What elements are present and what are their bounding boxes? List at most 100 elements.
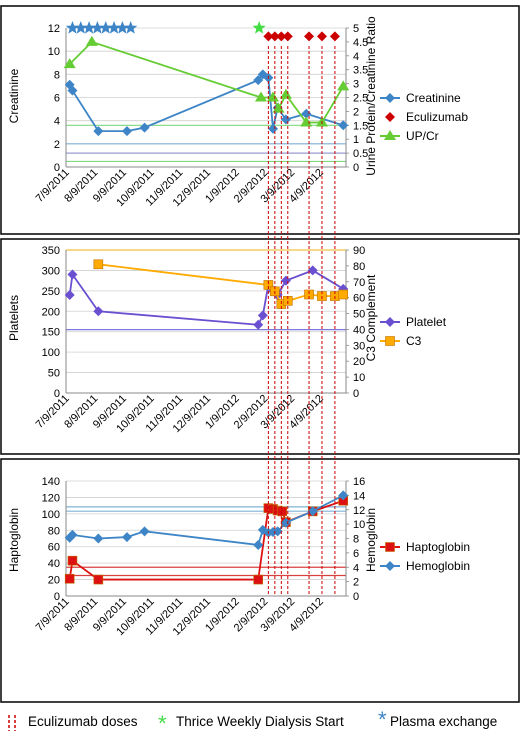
data-point [139, 122, 150, 133]
data-point [253, 75, 264, 86]
data-point [277, 506, 288, 517]
y-tick-label: 350 [42, 245, 60, 257]
series-thrice-weekly-dialysis-start [252, 21, 266, 34]
data-point [385, 336, 395, 346]
y-tick-label: 10 [48, 46, 60, 58]
star-marker [82, 21, 96, 34]
legend-label: C3 [406, 334, 422, 348]
star-marker [107, 21, 121, 34]
data-point [384, 130, 396, 140]
y-axis-title: Creatinine [7, 68, 21, 123]
data-point [254, 91, 267, 102]
dashed-red-line-icon [8, 715, 16, 731]
y-tick-label: 120 [42, 492, 60, 504]
y-axis-title: Platelets [7, 295, 21, 341]
data-point [280, 275, 291, 286]
legend-entry: Hemoglobin [380, 559, 470, 573]
y2-tick-label: 0 [353, 591, 359, 603]
data-point [279, 88, 292, 99]
series-haptoglobin [64, 495, 349, 585]
data-point [385, 112, 395, 122]
data-point [85, 35, 98, 46]
data-point [266, 91, 279, 102]
y2-tick-label: 2.5 [353, 93, 368, 105]
eculizumab-dose-lines [267, 46, 336, 596]
data-point [329, 31, 340, 42]
y2-tick-label: 60 [353, 293, 365, 305]
series-line [68, 269, 344, 326]
star-marker [99, 21, 113, 34]
data-point [307, 265, 318, 276]
data-point [93, 126, 104, 137]
data-point [338, 120, 349, 131]
data-point [253, 574, 264, 585]
chart-1: 02468101200.511.522.533.544.557/9/20118/… [7, 16, 468, 209]
panel-frame-1 [0, 5, 520, 235]
y-tick-label: 200 [42, 306, 60, 318]
y2-axis-title: Urine Protein/Creatinine Ratio [364, 16, 378, 176]
series-hemoglobin [64, 490, 349, 550]
y2-tick-label: 10 [353, 519, 365, 531]
data-point [121, 532, 132, 543]
green-star-icon: * [158, 711, 167, 736]
data-point [338, 289, 349, 300]
data-point [257, 310, 268, 321]
y-axis-title: Haptoglobin [7, 508, 21, 572]
data-point [316, 31, 327, 42]
y-tick-label: 20 [48, 575, 60, 587]
data-point [307, 506, 318, 517]
legend-entry: Haptoglobin [380, 540, 470, 554]
star-marker [74, 21, 88, 34]
y-tick-label: 40 [48, 558, 60, 570]
star-marker [252, 21, 266, 34]
data-point [139, 526, 150, 537]
y2-tick-label: 12 [353, 505, 365, 517]
y-tick-label: 8 [54, 69, 60, 81]
data-point [67, 555, 78, 566]
y-tick-label: 0 [54, 591, 60, 603]
data-point [276, 31, 287, 42]
data-point [64, 573, 75, 584]
y2-tick-label: 20 [353, 356, 365, 368]
data-point [64, 289, 75, 300]
y2-tick-label: 6 [353, 548, 359, 560]
y-tick-label: 12 [48, 23, 60, 35]
y-tick-label: 0 [54, 162, 60, 174]
legend-entry: C3 [380, 334, 422, 348]
y-tick-label: 6 [54, 93, 60, 105]
panel-frame-2 [0, 238, 520, 455]
data-point [63, 58, 76, 69]
y2-tick-label: 50 [353, 309, 365, 321]
y-tick-label: 300 [42, 265, 60, 277]
y-tick-label: 140 [42, 476, 60, 488]
y-tick-label: 2 [54, 139, 60, 151]
y2-tick-label: 0 [353, 162, 359, 174]
y2-tick-label: 2 [353, 577, 359, 589]
y2-tick-label: 10 [353, 372, 365, 384]
blue-star-icon: * [378, 707, 387, 732]
legend-entry: UP/Cr [380, 129, 439, 143]
data-point [338, 490, 349, 501]
data-point [93, 574, 104, 585]
y2-tick-label: 70 [353, 277, 365, 289]
data-point [93, 259, 104, 270]
legend-label: Hemoglobin [406, 559, 470, 573]
data-point [304, 31, 315, 42]
data-point [337, 80, 350, 91]
data-point [282, 31, 293, 42]
data-point [385, 542, 395, 552]
data-point [67, 269, 78, 280]
legend-dialysis: * Thrice Weekly Dialysis Start [158, 711, 344, 736]
data-point [385, 317, 395, 327]
data-point [300, 116, 313, 127]
legend-label: Creatinine [406, 91, 461, 105]
y2-axis-title: C3 Complement [364, 274, 378, 361]
legend-label: UP/Cr [406, 129, 439, 143]
star-marker [90, 21, 105, 34]
data-point [253, 539, 264, 550]
y2-tick-label: 80 [353, 261, 365, 273]
series-line [69, 494, 344, 546]
data-point [280, 114, 291, 125]
y-tick-label: 250 [42, 286, 60, 298]
